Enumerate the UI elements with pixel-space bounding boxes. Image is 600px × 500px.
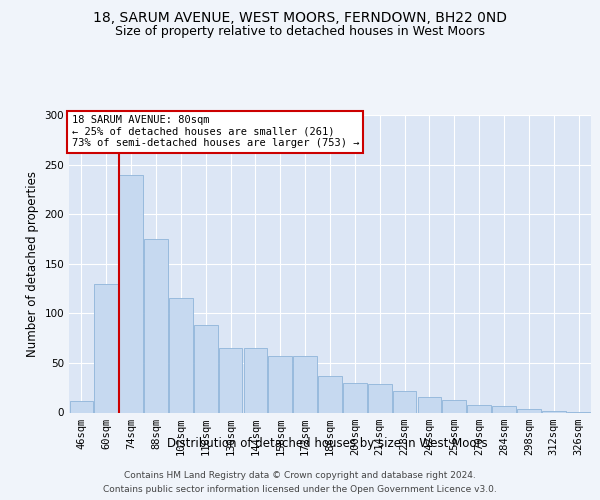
- Bar: [268, 356, 292, 412]
- Bar: [219, 348, 242, 412]
- Bar: [343, 383, 367, 412]
- Y-axis label: Number of detached properties: Number of detached properties: [26, 171, 39, 357]
- Bar: [119, 174, 143, 412]
- Bar: [169, 298, 193, 412]
- Bar: [542, 410, 566, 412]
- Bar: [70, 400, 93, 412]
- Text: Contains public sector information licensed under the Open Government Licence v3: Contains public sector information licen…: [103, 485, 497, 494]
- Bar: [517, 408, 541, 412]
- Text: Contains HM Land Registry data © Crown copyright and database right 2024.: Contains HM Land Registry data © Crown c…: [124, 471, 476, 480]
- Bar: [244, 348, 267, 412]
- Bar: [318, 376, 342, 412]
- Text: Size of property relative to detached houses in West Moors: Size of property relative to detached ho…: [115, 25, 485, 38]
- Bar: [393, 390, 416, 412]
- Bar: [144, 239, 168, 412]
- Bar: [94, 284, 118, 412]
- Bar: [368, 384, 392, 412]
- Bar: [293, 356, 317, 412]
- Bar: [467, 404, 491, 412]
- Bar: [418, 396, 441, 412]
- Bar: [492, 406, 516, 412]
- Bar: [194, 325, 218, 412]
- Text: 18 SARUM AVENUE: 80sqm
← 25% of detached houses are smaller (261)
73% of semi-de: 18 SARUM AVENUE: 80sqm ← 25% of detached…: [71, 116, 359, 148]
- Text: Distribution of detached houses by size in West Moors: Distribution of detached houses by size …: [167, 438, 487, 450]
- Bar: [442, 400, 466, 412]
- Text: 18, SARUM AVENUE, WEST MOORS, FERNDOWN, BH22 0ND: 18, SARUM AVENUE, WEST MOORS, FERNDOWN, …: [93, 11, 507, 25]
